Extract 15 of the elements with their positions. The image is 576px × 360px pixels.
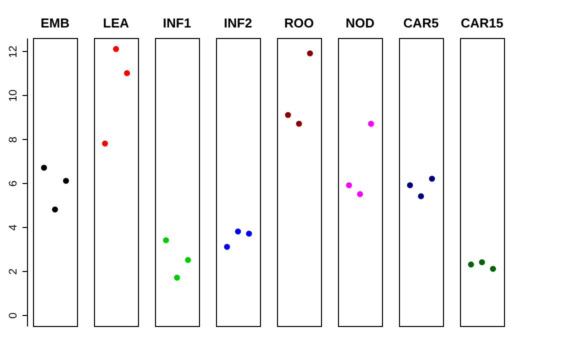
x-tick-label: CAR5 [403,16,439,30]
y-tick-label: 10 [8,90,20,102]
y-tick-label: 0 [8,312,20,319]
x-tick-label: INF1 [162,16,192,30]
x-tick-label: EMB [40,16,70,30]
x-tick-label: NOD [346,16,374,30]
x-tick-label: INF2 [224,16,252,30]
x-tick-label: LEA [103,16,130,30]
y-tick-label: 8 [8,136,20,143]
y-tick-label: 2 [8,268,20,275]
y-tick-label: 6 [8,180,20,187]
x-tick-label: CAR15 [460,16,504,30]
y-tick-label: 12 [8,46,20,58]
y-tick-label: 4 [8,224,20,231]
x-tick-label: ROO [284,16,314,30]
